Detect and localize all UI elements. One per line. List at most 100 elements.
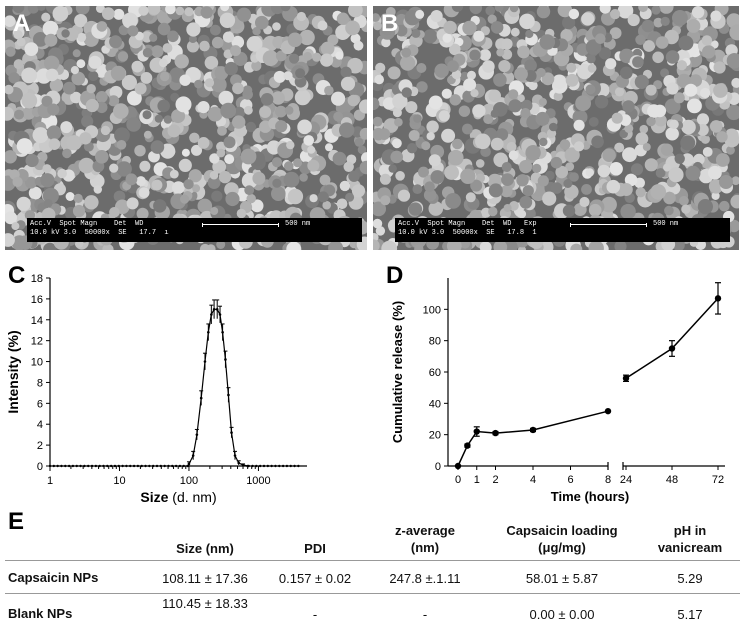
sem-particle — [37, 6, 46, 11]
sem-particle — [199, 40, 210, 52]
sem-particle — [700, 87, 711, 99]
sem-particle — [218, 90, 234, 106]
sem-particle — [77, 32, 87, 42]
sem-particle — [660, 143, 674, 156]
sem-particle — [506, 141, 517, 152]
sem-particle — [674, 153, 685, 164]
sem-particle — [473, 30, 485, 42]
sem-particle — [528, 80, 538, 91]
sem-particle — [24, 42, 39, 56]
sem-particle — [475, 133, 491, 150]
sem-particle — [639, 124, 649, 134]
sem-particle — [495, 128, 509, 141]
sem-particle — [715, 153, 730, 167]
sem-particle — [284, 106, 294, 115]
baseline-point — [52, 464, 56, 468]
sem-particle — [5, 106, 14, 121]
sem-particle — [73, 193, 83, 203]
sem-particle — [428, 154, 441, 167]
x-tick-label: 0 — [455, 474, 461, 486]
sem-particle — [679, 195, 689, 206]
sem-particle — [421, 141, 431, 151]
sem-particle — [71, 71, 86, 86]
sem-particle — [113, 103, 129, 119]
sem-particle — [191, 144, 202, 156]
sem-particle — [379, 20, 395, 36]
sem-particle — [60, 121, 73, 134]
table-cell: 5.17 — [677, 607, 703, 622]
x-tick-label: 4 — [530, 474, 536, 486]
sem-particle — [358, 99, 367, 114]
sem-particle — [597, 164, 611, 178]
sem-particle — [88, 70, 99, 82]
sem-particle — [181, 148, 190, 157]
data-point — [210, 313, 213, 316]
baseline-point — [64, 464, 67, 468]
sem-particle — [441, 128, 456, 143]
sem-particle — [96, 101, 108, 114]
baseline-point — [132, 464, 136, 468]
sem-particle — [220, 6, 230, 12]
sem-particle — [153, 199, 167, 213]
sem-particle — [503, 204, 512, 212]
sem-particle — [493, 240, 508, 250]
sem-particle — [483, 114, 494, 125]
sem-particle — [254, 15, 269, 30]
baseline-point — [297, 464, 300, 468]
data-point — [529, 426, 537, 434]
sem-particle — [488, 206, 498, 217]
baseline-point — [144, 464, 147, 468]
sem-particle — [663, 191, 676, 205]
data-point — [227, 393, 230, 397]
sem-particle — [430, 170, 445, 184]
baseline-point — [186, 464, 189, 468]
sem-particle — [340, 76, 356, 91]
sem-particle — [622, 147, 637, 163]
sem-databar-a-row2: 10.0 kV 3.0 50000x SE 17.7 ı — [30, 229, 169, 237]
sem-particle — [336, 198, 348, 210]
sem-particle — [42, 20, 59, 37]
sem-particle — [609, 162, 623, 176]
sem-particle — [676, 73, 692, 88]
sem-particle — [405, 101, 418, 114]
sem-particle — [271, 91, 285, 105]
x-tick-label: 72 — [712, 474, 724, 486]
y-tick-label: 10 — [31, 357, 43, 369]
sem-particle — [395, 171, 405, 181]
sem-particle — [651, 6, 661, 15]
sem-particle — [192, 184, 201, 193]
sem-particle — [16, 138, 33, 154]
data-point — [454, 462, 462, 470]
sem-particle — [76, 59, 86, 69]
y-tick-label: 18 — [31, 273, 43, 285]
sem-particle — [585, 84, 596, 95]
sem-particle — [373, 116, 383, 127]
baseline-point — [48, 464, 52, 468]
sem-particle — [635, 34, 646, 45]
sem-particle — [557, 6, 573, 18]
sem-particle — [307, 145, 316, 154]
sem-particle — [462, 123, 473, 135]
sem-particle — [638, 6, 648, 13]
sem-particle — [66, 135, 82, 151]
sem-particle — [462, 20, 477, 36]
sem-particle — [635, 132, 649, 146]
sem-particle — [550, 156, 563, 169]
sem-particle — [519, 160, 533, 174]
sem-particle — [149, 33, 158, 42]
sem-particle — [430, 10, 443, 23]
sem-particle — [197, 101, 210, 114]
sem-particle — [275, 105, 287, 118]
sem-particle — [678, 35, 694, 51]
sem-particle — [517, 209, 527, 219]
sem-particle — [95, 91, 108, 103]
sem-particle — [184, 7, 194, 17]
baseline-point — [289, 464, 292, 468]
sem-particle — [197, 137, 210, 149]
sem-particle — [673, 92, 685, 104]
sem-particle — [708, 165, 722, 180]
sem-particle — [400, 55, 416, 71]
data-point — [492, 429, 499, 437]
data-point — [622, 375, 630, 382]
sem-databar-b-row2: 10.0 kV 3.0 50000x SE 17.8 1 — [398, 229, 537, 237]
